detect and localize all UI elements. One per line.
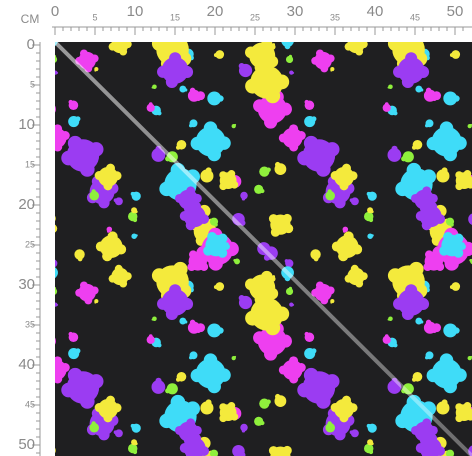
left-label: 40 — [18, 356, 35, 373]
left-label: 5 — [30, 79, 35, 89]
left-label: 15 — [25, 159, 35, 169]
left-label: 45 — [25, 399, 35, 409]
left-label: 10 — [18, 116, 35, 133]
top-label: 30 — [287, 3, 304, 20]
top-label: 35 — [330, 12, 340, 22]
left-label: 35 — [25, 319, 35, 329]
top-label: 0 — [51, 3, 59, 20]
top-label: 15 — [170, 12, 180, 22]
top-label: 10 — [127, 3, 144, 20]
left-label: 25 — [25, 239, 35, 249]
top-label: 40 — [367, 3, 384, 20]
ruler-unit: CM — [21, 12, 40, 26]
top-label: 45 — [410, 12, 420, 22]
left-label: 30 — [18, 276, 35, 293]
diagonal-sheen — [53, 40, 472, 456]
top-label: 25 — [250, 12, 260, 22]
left-label: 20 — [18, 196, 35, 213]
top-label: 20 — [207, 3, 224, 20]
left-label: 0 — [27, 36, 35, 53]
left-label: 50 — [18, 436, 35, 453]
top-label: 5 — [92, 12, 97, 22]
top-label: 50 — [447, 3, 464, 20]
